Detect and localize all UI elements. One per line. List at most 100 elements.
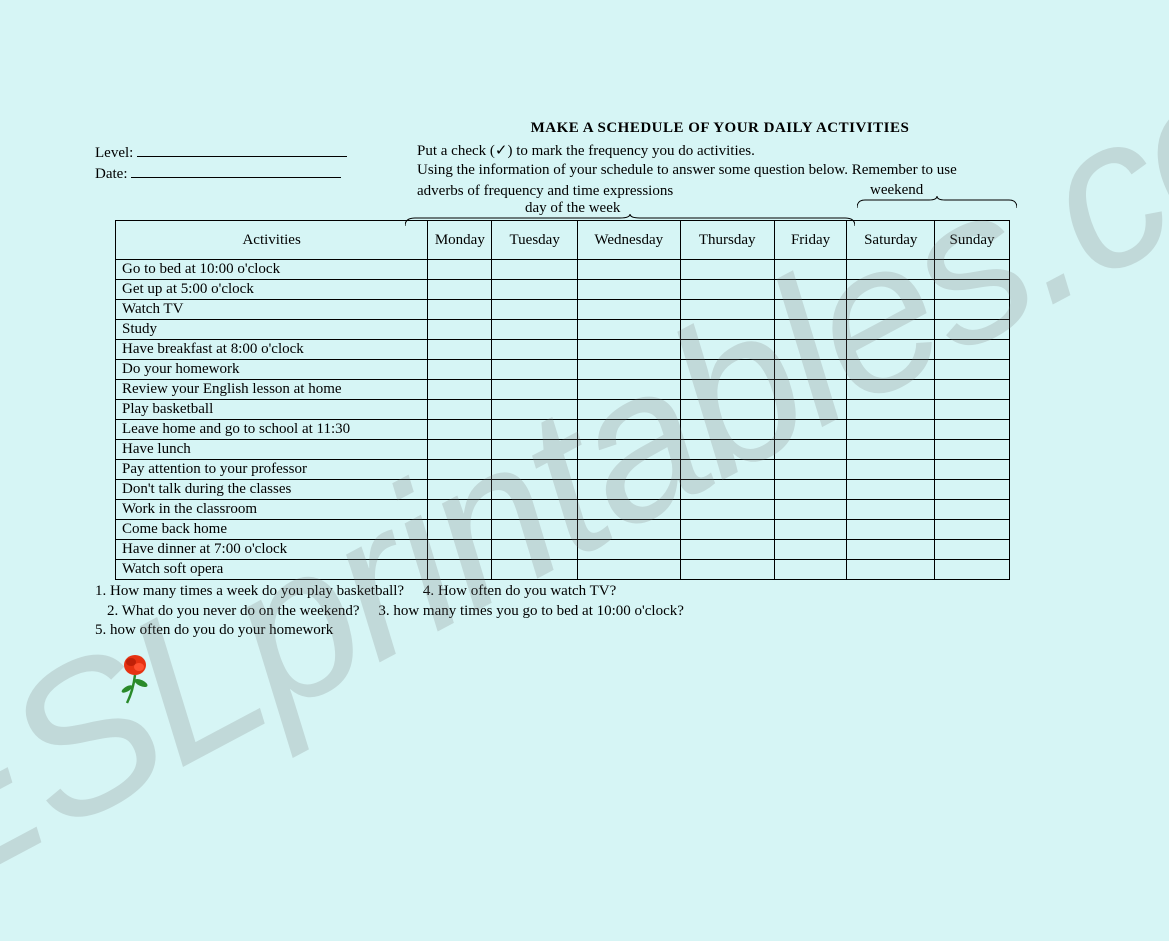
check-cell[interactable] [847, 380, 935, 400]
check-cell[interactable] [577, 340, 680, 360]
check-cell[interactable] [428, 280, 492, 300]
check-cell[interactable] [680, 380, 774, 400]
check-cell[interactable] [680, 360, 774, 380]
check-cell[interactable] [577, 300, 680, 320]
check-cell[interactable] [774, 320, 847, 340]
check-cell[interactable] [774, 480, 847, 500]
check-cell[interactable] [492, 540, 578, 560]
check-cell[interactable] [847, 340, 935, 360]
check-cell[interactable] [492, 260, 578, 280]
check-cell[interactable] [935, 460, 1010, 480]
check-cell[interactable] [428, 360, 492, 380]
check-cell[interactable] [428, 260, 492, 280]
check-cell[interactable] [774, 560, 847, 580]
check-cell[interactable] [577, 360, 680, 380]
check-cell[interactable] [847, 300, 935, 320]
check-cell[interactable] [428, 400, 492, 420]
check-cell[interactable] [680, 480, 774, 500]
check-cell[interactable] [680, 400, 774, 420]
check-cell[interactable] [428, 320, 492, 340]
check-cell[interactable] [680, 300, 774, 320]
check-cell[interactable] [774, 380, 847, 400]
check-cell[interactable] [577, 500, 680, 520]
check-cell[interactable] [935, 500, 1010, 520]
check-cell[interactable] [680, 460, 774, 480]
check-cell[interactable] [577, 460, 680, 480]
check-cell[interactable] [935, 320, 1010, 340]
check-cell[interactable] [577, 480, 680, 500]
check-cell[interactable] [847, 260, 935, 280]
check-cell[interactable] [847, 500, 935, 520]
check-cell[interactable] [428, 380, 492, 400]
check-cell[interactable] [935, 480, 1010, 500]
check-cell[interactable] [935, 420, 1010, 440]
check-cell[interactable] [680, 540, 774, 560]
check-cell[interactable] [492, 520, 578, 540]
check-cell[interactable] [935, 440, 1010, 460]
check-cell[interactable] [935, 260, 1010, 280]
check-cell[interactable] [774, 340, 847, 360]
check-cell[interactable] [680, 320, 774, 340]
check-cell[interactable] [492, 280, 578, 300]
check-cell[interactable] [577, 380, 680, 400]
check-cell[interactable] [935, 360, 1010, 380]
check-cell[interactable] [847, 320, 935, 340]
check-cell[interactable] [847, 460, 935, 480]
check-cell[interactable] [428, 340, 492, 360]
check-cell[interactable] [428, 520, 492, 540]
check-cell[interactable] [847, 480, 935, 500]
check-cell[interactable] [935, 520, 1010, 540]
check-cell[interactable] [428, 560, 492, 580]
check-cell[interactable] [577, 520, 680, 540]
check-cell[interactable] [935, 380, 1010, 400]
check-cell[interactable] [492, 560, 578, 580]
check-cell[interactable] [577, 560, 680, 580]
check-cell[interactable] [680, 440, 774, 460]
check-cell[interactable] [577, 540, 680, 560]
date-blank-line[interactable] [131, 162, 341, 178]
check-cell[interactable] [774, 440, 847, 460]
check-cell[interactable] [680, 420, 774, 440]
check-cell[interactable] [935, 400, 1010, 420]
check-cell[interactable] [847, 360, 935, 380]
check-cell[interactable] [935, 560, 1010, 580]
check-cell[interactable] [492, 440, 578, 460]
check-cell[interactable] [492, 360, 578, 380]
check-cell[interactable] [428, 420, 492, 440]
check-cell[interactable] [774, 360, 847, 380]
check-cell[interactable] [492, 460, 578, 480]
check-cell[interactable] [847, 420, 935, 440]
check-cell[interactable] [492, 320, 578, 340]
check-cell[interactable] [577, 280, 680, 300]
check-cell[interactable] [492, 400, 578, 420]
check-cell[interactable] [774, 400, 847, 420]
check-cell[interactable] [774, 500, 847, 520]
check-cell[interactable] [774, 520, 847, 540]
check-cell[interactable] [492, 380, 578, 400]
check-cell[interactable] [428, 500, 492, 520]
check-cell[interactable] [428, 300, 492, 320]
check-cell[interactable] [577, 420, 680, 440]
check-cell[interactable] [847, 400, 935, 420]
check-cell[interactable] [774, 280, 847, 300]
check-cell[interactable] [935, 280, 1010, 300]
check-cell[interactable] [577, 400, 680, 420]
check-cell[interactable] [680, 520, 774, 540]
check-cell[interactable] [492, 480, 578, 500]
check-cell[interactable] [847, 520, 935, 540]
check-cell[interactable] [428, 540, 492, 560]
check-cell[interactable] [577, 440, 680, 460]
check-cell[interactable] [680, 340, 774, 360]
check-cell[interactable] [774, 260, 847, 280]
check-cell[interactable] [847, 540, 935, 560]
check-cell[interactable] [847, 280, 935, 300]
check-cell[interactable] [935, 340, 1010, 360]
check-cell[interactable] [680, 280, 774, 300]
check-cell[interactable] [428, 440, 492, 460]
check-cell[interactable] [492, 340, 578, 360]
check-cell[interactable] [935, 300, 1010, 320]
check-cell[interactable] [774, 460, 847, 480]
check-cell[interactable] [847, 560, 935, 580]
level-blank-line[interactable] [137, 141, 347, 157]
check-cell[interactable] [492, 300, 578, 320]
